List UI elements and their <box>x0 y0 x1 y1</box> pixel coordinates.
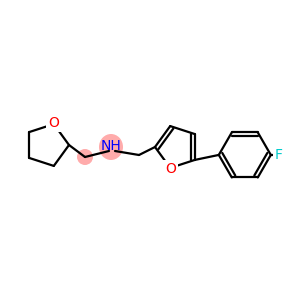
Text: O: O <box>165 162 176 176</box>
Ellipse shape <box>99 134 123 160</box>
Text: NH: NH <box>100 139 122 153</box>
Ellipse shape <box>77 149 93 165</box>
Text: O: O <box>48 116 59 130</box>
Text: F: F <box>275 148 283 162</box>
